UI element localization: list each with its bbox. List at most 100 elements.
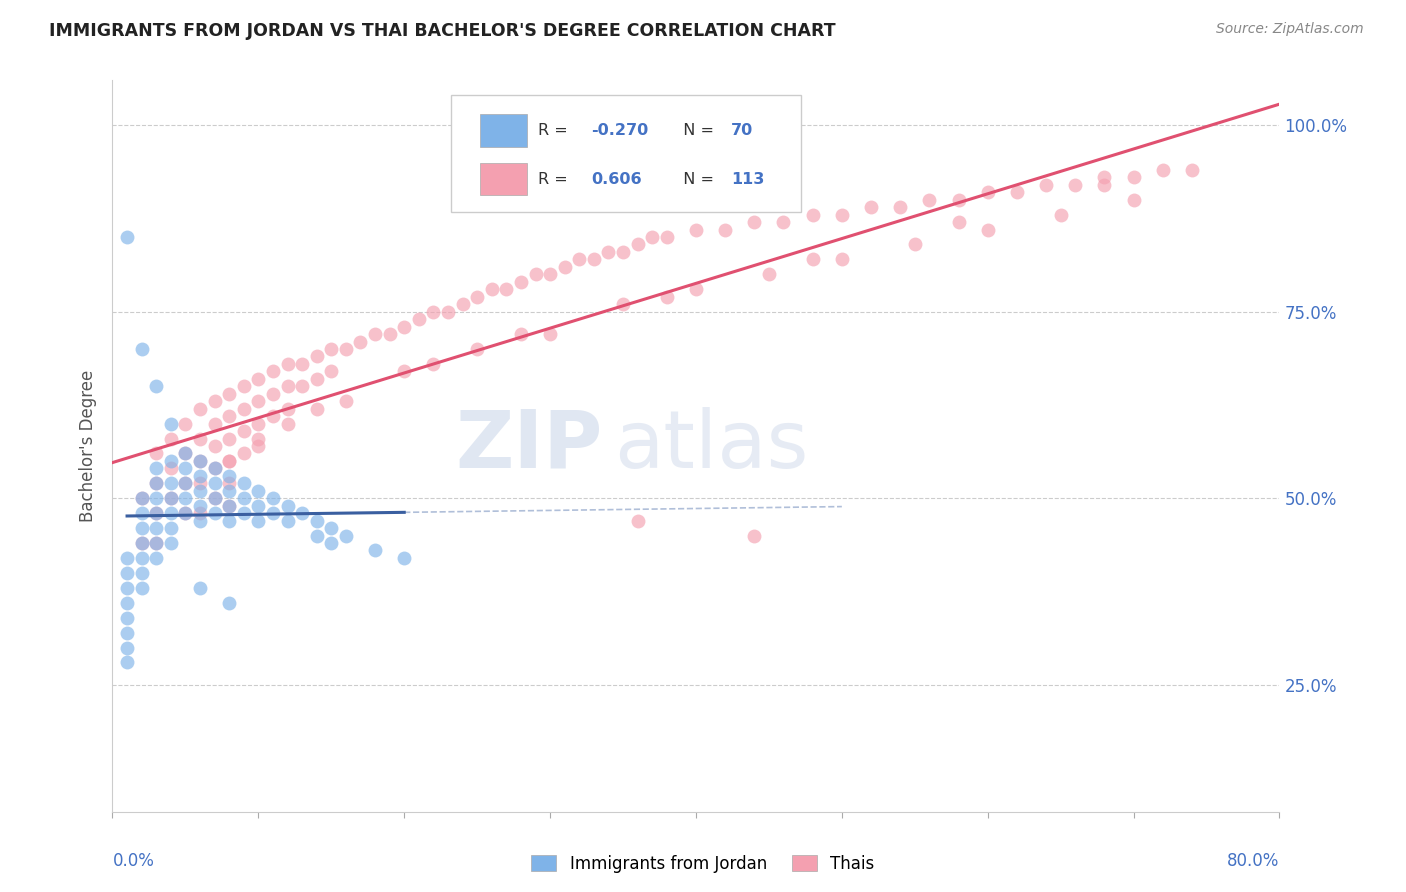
Point	[145, 476, 167, 491]
Point	[188, 506, 211, 520]
Text: N =: N =	[672, 171, 718, 186]
Point	[801, 252, 824, 267]
Point	[889, 200, 911, 214]
Point	[145, 551, 167, 566]
Point	[276, 357, 298, 371]
Point	[188, 514, 211, 528]
Point	[1122, 193, 1144, 207]
Point	[204, 491, 226, 506]
Bar	[479, 114, 527, 147]
Point	[115, 230, 138, 244]
Point	[145, 506, 167, 520]
Point	[495, 282, 517, 296]
Point	[247, 483, 270, 498]
Point	[627, 514, 650, 528]
Point	[174, 446, 197, 460]
Point	[115, 640, 138, 655]
Point	[321, 342, 343, 356]
Point	[204, 506, 226, 520]
Point	[131, 491, 153, 506]
Point	[160, 417, 183, 431]
Point	[364, 326, 387, 341]
Point	[422, 357, 444, 371]
Point	[394, 551, 416, 566]
Point	[321, 364, 343, 378]
Point	[218, 499, 240, 513]
Point	[188, 499, 211, 513]
Point	[232, 401, 254, 416]
Point	[204, 461, 226, 475]
Text: IMMIGRANTS FROM JORDAN VS THAI BACHELOR'S DEGREE CORRELATION CHART: IMMIGRANTS FROM JORDAN VS THAI BACHELOR'…	[49, 22, 835, 40]
Point	[335, 394, 357, 409]
Point	[321, 536, 343, 550]
Bar	[479, 162, 527, 195]
Point	[204, 417, 226, 431]
Point	[276, 401, 298, 416]
Point	[831, 208, 853, 222]
Point	[188, 468, 211, 483]
Point	[801, 208, 824, 222]
Point	[247, 417, 270, 431]
Point	[305, 401, 328, 416]
Text: 80.0%: 80.0%	[1227, 852, 1279, 870]
Point	[335, 342, 357, 356]
Point	[174, 476, 197, 491]
Point	[262, 506, 284, 520]
Point	[305, 528, 328, 542]
Point	[218, 499, 240, 513]
Point	[742, 528, 765, 542]
Point	[612, 297, 634, 311]
Point	[364, 543, 387, 558]
Point	[145, 536, 167, 550]
Point	[232, 379, 254, 393]
Point	[276, 499, 298, 513]
Point	[422, 304, 444, 318]
Point	[204, 461, 226, 475]
Point	[465, 342, 488, 356]
Point	[1035, 178, 1057, 192]
Text: -0.270: -0.270	[591, 123, 648, 138]
Point	[247, 372, 270, 386]
Point	[188, 581, 211, 595]
Point	[437, 304, 460, 318]
Text: 113: 113	[731, 171, 765, 186]
Point	[247, 514, 270, 528]
Point	[305, 372, 328, 386]
Point	[860, 200, 883, 214]
Point	[408, 312, 430, 326]
Point	[509, 326, 531, 341]
Point	[612, 244, 634, 259]
Point	[247, 499, 270, 513]
Point	[115, 610, 138, 624]
Point	[218, 454, 240, 468]
Y-axis label: Bachelor's Degree: Bachelor's Degree	[79, 370, 97, 522]
Point	[976, 222, 998, 236]
Point	[538, 326, 561, 341]
Point	[145, 536, 167, 550]
Text: R =: R =	[538, 171, 578, 186]
Point	[145, 491, 167, 506]
Point	[188, 432, 211, 446]
Point	[115, 656, 138, 670]
Point	[948, 193, 970, 207]
Point	[160, 491, 183, 506]
Point	[145, 521, 167, 535]
Point	[655, 290, 678, 304]
Point	[232, 424, 254, 438]
Text: ZIP: ZIP	[456, 407, 603, 485]
Point	[160, 476, 183, 491]
Point	[568, 252, 591, 267]
Point	[218, 432, 240, 446]
Point	[174, 506, 197, 520]
Point	[305, 514, 328, 528]
Point	[218, 409, 240, 424]
Point	[1049, 208, 1071, 222]
Point	[262, 364, 284, 378]
Point	[627, 237, 650, 252]
Point	[115, 625, 138, 640]
Point	[394, 319, 416, 334]
Point	[758, 268, 780, 282]
Text: 70: 70	[731, 123, 754, 138]
Point	[976, 186, 998, 200]
Point	[188, 401, 211, 416]
